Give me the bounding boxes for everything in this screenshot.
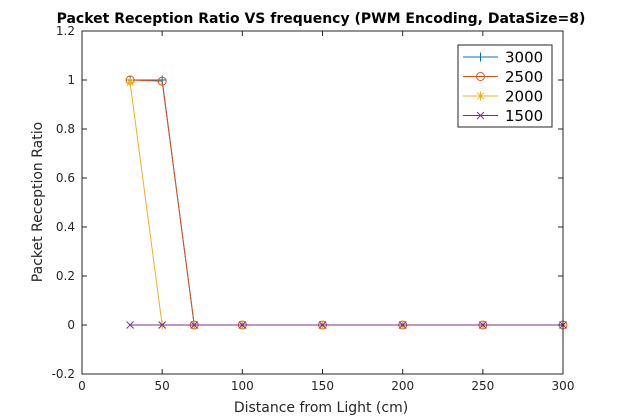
y-tick-label: 1.2 bbox=[56, 24, 75, 38]
y-tick-label: 0.8 bbox=[56, 122, 75, 136]
ticks-layer: 0 50 100 150 200 250 300-0.200.20.40.60.811.2 bbox=[52, 24, 575, 393]
y-tick-label: 0.2 bbox=[56, 269, 75, 283]
x-tick-label: 250 bbox=[471, 379, 494, 393]
legend-label: 2500 bbox=[505, 68, 543, 86]
data-point-1500 bbox=[398, 321, 407, 329]
x-tick-label: 200 bbox=[391, 379, 414, 393]
legend-item-1500: 1500 bbox=[463, 107, 543, 125]
y-tick-label: 0.4 bbox=[56, 220, 75, 234]
y-axis-label: Packet Reception Ratio bbox=[30, 122, 46, 282]
legend-marker bbox=[476, 52, 485, 62]
legend-item-3000: 3000 bbox=[463, 49, 543, 67]
y-tick-label: 0.6 bbox=[56, 171, 75, 185]
legend-label: 2000 bbox=[505, 88, 543, 106]
data-point-2500 bbox=[157, 76, 167, 86]
legend-item-2000: 2000 bbox=[463, 88, 543, 106]
legend-marker bbox=[476, 91, 485, 101]
legend-label: 1500 bbox=[505, 107, 543, 125]
x-tick-label: 100 bbox=[231, 379, 254, 393]
data-point-1500 bbox=[478, 321, 487, 329]
chart-title: Packet Reception Ratio VS frequency (PWM… bbox=[57, 11, 586, 27]
y-tick-label: 1 bbox=[67, 73, 75, 87]
legend-label: 3000 bbox=[505, 49, 543, 67]
data-point-1500 bbox=[190, 321, 199, 329]
x-tick-label: 50 bbox=[155, 379, 170, 393]
data-point-1500 bbox=[318, 321, 327, 329]
series-layer bbox=[125, 75, 568, 330]
legend-item-2500: 2500 bbox=[463, 68, 543, 86]
y-tick-label: 0 bbox=[67, 318, 75, 332]
data-point-1500 bbox=[126, 321, 134, 329]
data-point-1500 bbox=[238, 321, 247, 329]
x-tick-label: 300 bbox=[552, 379, 575, 393]
legend-marker bbox=[476, 72, 485, 81]
legend-marker bbox=[476, 111, 485, 120]
y-tick-label: -0.2 bbox=[52, 367, 75, 381]
data-point-1500 bbox=[158, 321, 167, 329]
legend-box bbox=[457, 44, 553, 128]
x-tick-label: 150 bbox=[311, 379, 334, 393]
x-axis-label: Distance from Light (cm) bbox=[234, 400, 408, 416]
x-tick-label: 0 bbox=[78, 379, 86, 393]
data-point-2000 bbox=[125, 77, 135, 87]
